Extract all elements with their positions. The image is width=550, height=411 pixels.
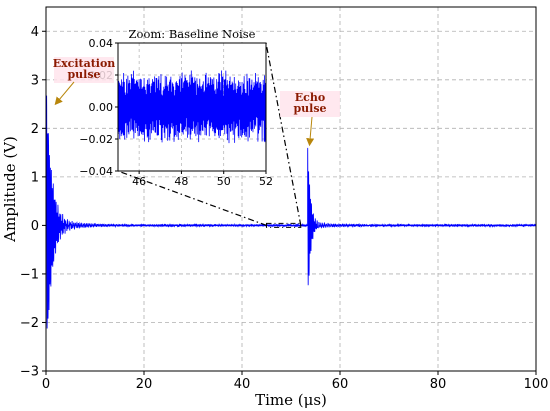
y-tick-label: −2 [20,316,39,331]
x-tick-label: 40 [234,377,251,392]
inset-signal-line [117,70,267,144]
x-tick-label: 100 [524,377,549,392]
main-signal [45,95,537,329]
inset-x-tick-label: 48 [174,175,188,188]
inset-x-tick-label: 50 [217,175,231,188]
y-tick-label: 4 [31,25,39,40]
x-tick-label: 0 [42,377,50,392]
inset-x-tick-label: 46 [132,175,146,188]
y-tick-label: −3 [20,365,39,380]
zoom-connector [117,170,267,226]
main-ticks: 0 20 40 60 80 100 −3 −2 −1 0 1 2 3 4 [20,25,549,392]
y-tick-label: −1 [20,267,39,282]
zoom-connector-lines [117,42,302,228]
y-tick-label: 1 [31,170,39,185]
inset-x-tick-label: 52 [259,175,273,188]
signal-line [45,95,537,329]
y-tick-label: 3 [31,73,39,88]
inset-y-tick-label: −0.02 [79,133,113,146]
inset-signal [117,70,267,144]
y-tick-label: 2 [31,122,39,137]
inset-y-tick-label: −0.04 [79,165,113,178]
annotation-arrow [54,81,75,106]
annotation-box [280,91,340,117]
annotation-arrow [306,116,315,147]
x-tick-label: 20 [136,377,153,392]
y-tick-label: 0 [31,219,39,234]
x-tick-label: 80 [430,377,447,392]
annotation-text: pulse [293,102,326,115]
main-plot-frame [45,6,537,372]
zoom-connector [265,42,302,226]
annotation-box [54,57,114,83]
inset-y-tick-label: 0.00 [89,101,114,114]
inset-y-tick-label: 0.04 [89,37,114,50]
x-axis-label: Time (μs) [255,391,327,409]
inset-title: Zoom: Baseline Noise [129,27,256,41]
annotation-text: pulse [67,68,100,81]
annotation-text: Echo [295,91,325,104]
y-axis-label: Amplitude (V) [1,136,19,243]
annotation-text: Excitation [53,57,116,70]
x-tick-label: 60 [332,377,349,392]
